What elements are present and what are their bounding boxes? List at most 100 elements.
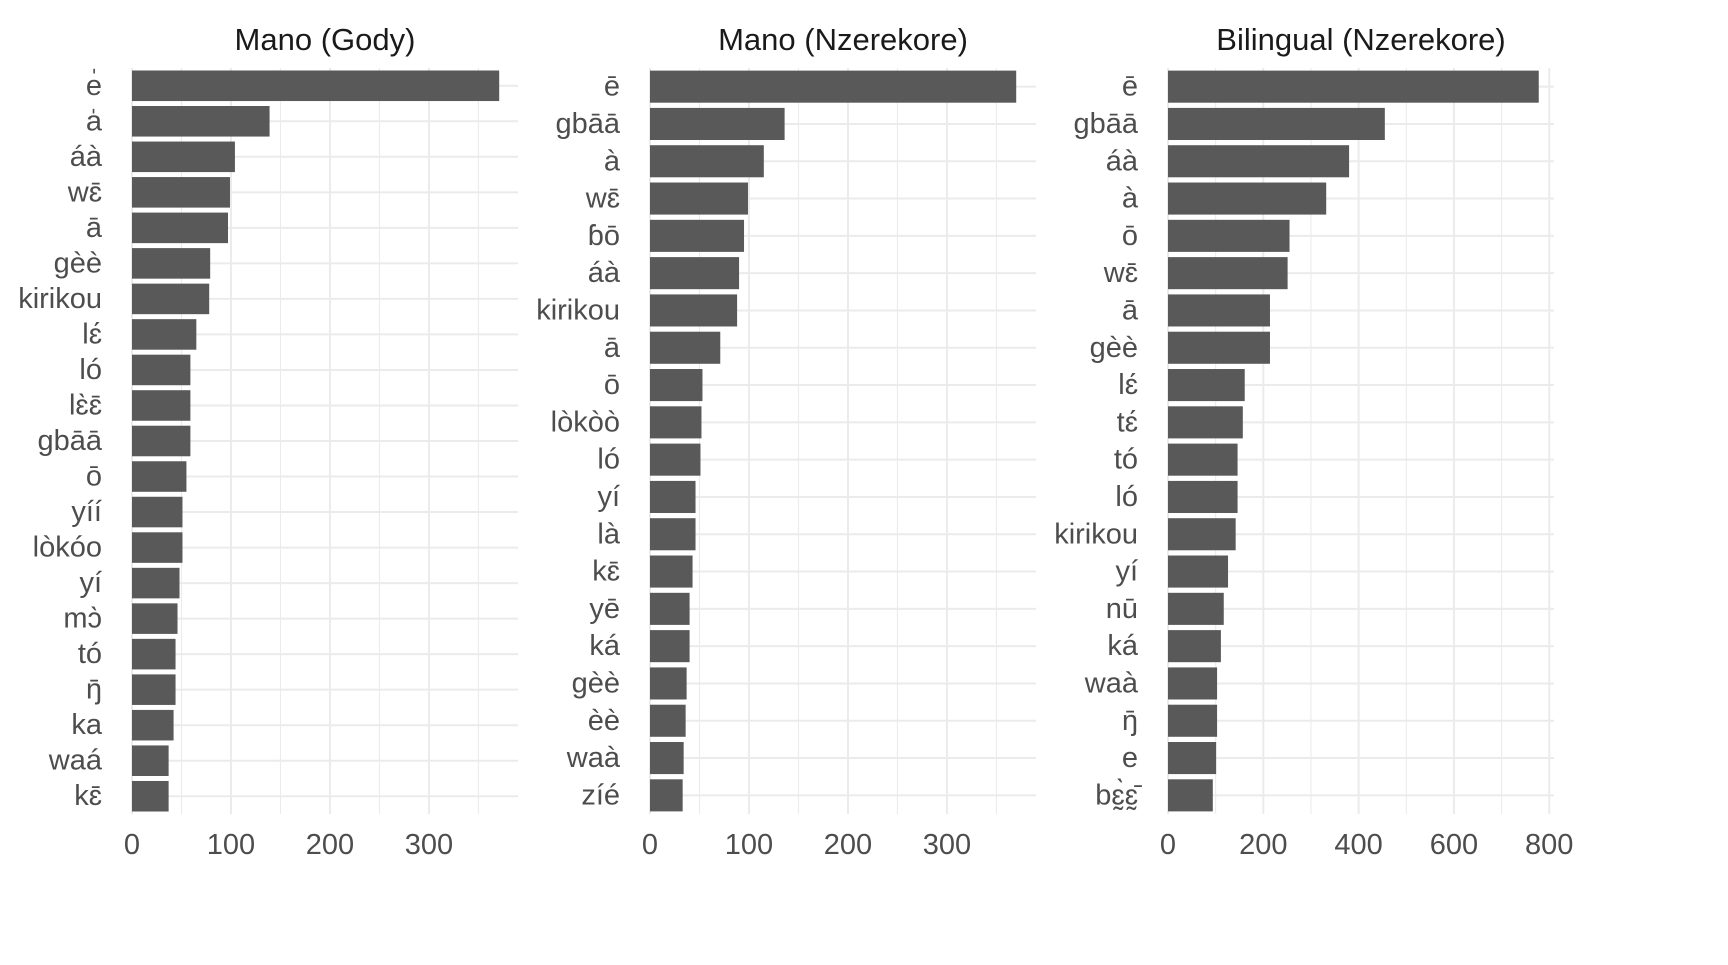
y-tick-label: à [1122, 183, 1139, 215]
bar [1168, 480, 1238, 513]
bar [132, 177, 230, 208]
bar [132, 532, 183, 563]
bar [1168, 630, 1221, 663]
y-tick-label: áà [1106, 145, 1139, 177]
bar [1168, 406, 1243, 439]
y-tick-label: lɛ̀ɛ̄ [69, 389, 102, 421]
bar [1168, 779, 1213, 812]
y-tick-label: ŋ̄ [1122, 705, 1138, 737]
bar [132, 354, 191, 386]
y-tick-label: lòkóo [33, 532, 102, 564]
bar [132, 425, 191, 457]
y-tick-label: mɔ̀ [63, 603, 102, 635]
bar [1168, 257, 1288, 290]
y-tick-label: gèè [54, 247, 102, 279]
y-tick-label: ka [71, 709, 103, 741]
bar [650, 518, 696, 551]
bar [650, 294, 738, 327]
bar [132, 319, 197, 350]
y-tick-label: lɛ́ [82, 318, 102, 350]
y-tick-label: kɛ̄ [592, 556, 620, 588]
y-tick-label: kirikou [18, 283, 102, 315]
x-tick-label: 300 [405, 829, 453, 861]
y-tick-label: e [1122, 742, 1138, 774]
bar [132, 141, 235, 173]
y-tick-label: áà [588, 257, 621, 289]
y-tick-label: yíí [71, 496, 102, 528]
y-tick-label: waà [1084, 667, 1139, 699]
y-tick-label: nū [1106, 593, 1138, 625]
y-tick-label: èè [588, 705, 620, 737]
bar [1168, 219, 1290, 252]
x-tick-label: 0 [124, 829, 140, 861]
bar [650, 630, 690, 663]
y-tick-label: kirikou [536, 294, 620, 326]
bar [132, 780, 169, 812]
x-tick-label: 300 [923, 829, 971, 861]
x-tick-label: 800 [1525, 829, 1573, 861]
bar [1168, 555, 1229, 588]
y-tick-label: yí [79, 567, 102, 599]
bar [132, 603, 178, 634]
x-tick-label: 0 [1160, 829, 1176, 861]
bar [1168, 182, 1327, 215]
y-tick-label: ā [86, 212, 103, 244]
bar [650, 480, 696, 513]
y-tick-label: ē [1122, 71, 1138, 103]
bar [1168, 145, 1350, 178]
y-tick-label: yē [589, 593, 620, 625]
bar [650, 779, 683, 812]
bar [132, 106, 270, 137]
y-tick-label: tɛ́ [1117, 406, 1138, 438]
bar [650, 257, 740, 290]
bar [132, 709, 174, 741]
y-tick-label: à [604, 145, 621, 177]
bar [132, 461, 187, 492]
y-tick-label: ō [604, 369, 620, 401]
y-tick-label: ŋ̄ [86, 674, 102, 706]
bar [650, 592, 690, 625]
x-tick-label: 200 [306, 829, 354, 861]
bar [650, 145, 764, 178]
bar [650, 182, 748, 215]
y-tick-label: áà [70, 141, 103, 173]
y-tick-label: ā [604, 332, 621, 364]
bar [132, 70, 500, 102]
bar [1168, 331, 1270, 364]
bar [1168, 294, 1270, 327]
bar [1168, 592, 1224, 625]
y-tick-label: ā [1122, 294, 1139, 326]
bar [1168, 704, 1218, 737]
bar [1168, 518, 1236, 551]
y-tick-label: gèè [572, 667, 620, 699]
bar [1168, 742, 1217, 775]
y-tick-label: wɛ̄ [67, 176, 102, 208]
y-tick-label: a̍ [86, 105, 103, 137]
bar [650, 555, 693, 588]
bar [132, 674, 176, 705]
bar [650, 667, 687, 700]
x-tick-label: 400 [1334, 829, 1382, 861]
bar [1168, 667, 1218, 700]
x-tick-label: 200 [824, 829, 872, 861]
bar [132, 567, 180, 599]
y-tick-label: bɛ̰̀ɛ̰̄ [1095, 778, 1142, 811]
y-tick-label: là [597, 518, 620, 550]
bar [132, 212, 229, 244]
bar [650, 331, 721, 364]
y-tick-label: tó [1114, 444, 1138, 476]
bar [650, 107, 785, 140]
panel-title: Bilingual (Nzerekore) [1216, 22, 1505, 57]
panel-3: ē gbāā áà àō wɛ̄ ā gèè lɛ́ tɛ́ tó ló kirikou yí nū ká w… [1054, 22, 1573, 861]
y-tick-label: ló [1115, 481, 1138, 513]
y-tick-label: ló [79, 354, 102, 386]
y-tick-label: ō [1122, 220, 1138, 252]
bar [132, 248, 211, 279]
y-tick-label: ló [597, 444, 620, 476]
y-tick-label: tó [78, 638, 102, 670]
y-tick-label: wɛ̄ [585, 183, 620, 215]
y-tick-label: ɓō [588, 220, 620, 252]
bar [650, 406, 702, 439]
